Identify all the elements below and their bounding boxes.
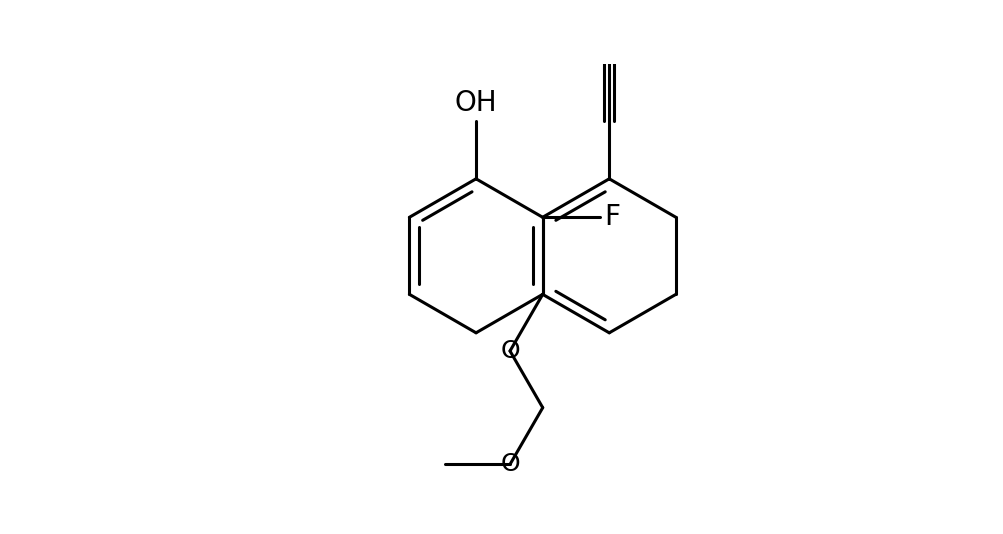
Text: OH: OH [454,89,496,117]
Text: F: F [604,203,620,231]
Text: O: O [499,452,520,476]
Text: O: O [499,339,520,363]
